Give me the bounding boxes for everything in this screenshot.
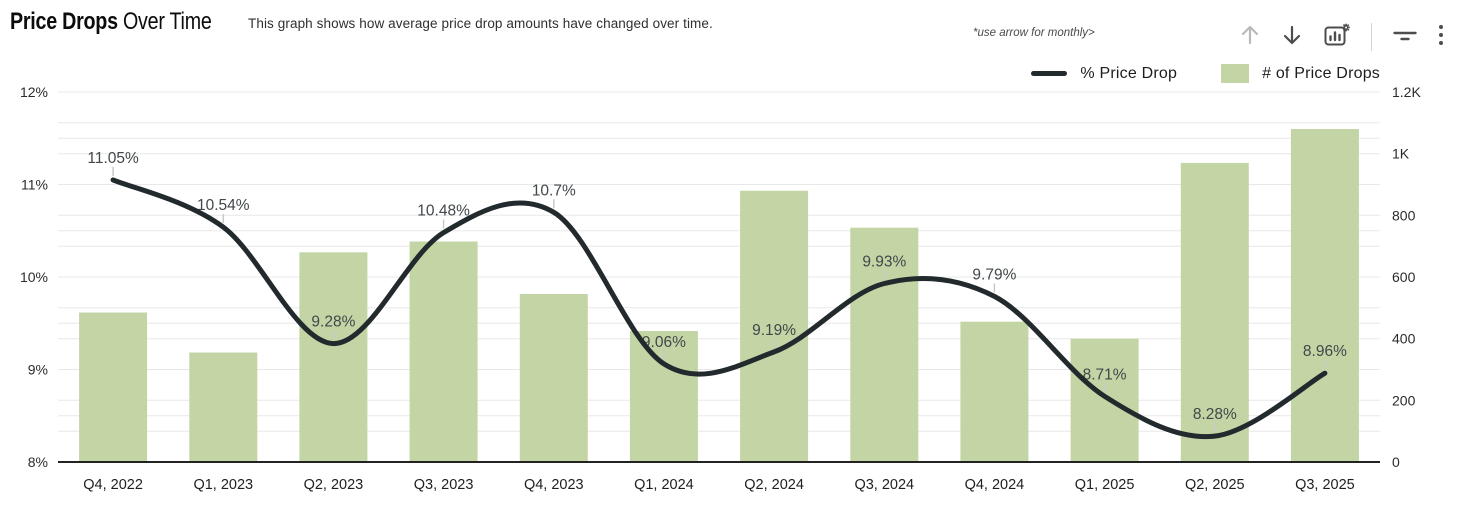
page-title-light: Over Time [117,8,212,35]
left-axis-tick-label: 9% [28,362,48,378]
x-axis-tick-label: Q2, 2023 [304,477,364,493]
bar[interactable] [1180,162,1249,462]
left-axis-tick-label: 10% [20,269,48,285]
point-label: 9.28% [311,314,355,331]
chart-settings-button[interactable] [1321,20,1353,53]
right-axis-tick-label: 0 [1392,454,1400,470]
bar[interactable] [960,321,1029,462]
x-axis-tick-label: Q1, 2025 [1075,477,1135,493]
bar[interactable] [189,352,258,463]
page-title-bold: Price Drops [10,8,118,35]
right-axis-tick-label: 1K [1392,146,1410,162]
x-axis-tick-label: Q2, 2025 [1185,477,1245,493]
bar[interactable] [409,241,478,463]
x-axis-tick-label: Q3, 2025 [1295,477,1355,493]
toolbar-divider [1371,22,1372,51]
point-label: 10.48% [417,203,470,220]
point-label: 9.93% [862,254,906,271]
point-label: 8.96% [1303,343,1347,360]
bar[interactable] [79,312,148,463]
x-axis-tick-label: Q4, 2024 [965,477,1025,493]
left-axis-tick-label: 11% [21,177,48,193]
point-label: 9.19% [752,322,796,339]
line-series-swatch [1031,71,1068,76]
monthly-hint-note: *use arrow for monthly> [973,27,1095,39]
x-axis-tick-label: Q1, 2023 [193,477,253,493]
point-label: 10.54% [197,197,250,214]
percent-price-drop-line[interactable] [110,177,1328,440]
point-label: 8.28% [1193,406,1237,423]
page-title: Price Drops Over Time [10,8,212,36]
x-axis-tick-label: Q2, 2024 [744,477,804,493]
left-axis-tick-label: 12% [20,84,48,100]
bar-series-swatch [1221,64,1250,83]
x-axis-tick-label: Q3, 2024 [854,477,914,493]
scroll-up-button[interactable] [1237,21,1263,52]
x-axis-tick-label: Q4, 2022 [83,477,143,493]
bar[interactable] [1290,129,1359,462]
bar[interactable] [850,227,919,462]
right-axis-tick-label: 400 [1392,331,1416,347]
bar[interactable] [1070,338,1139,462]
legend-item-percent-price-drop[interactable]: % Price Drop [1031,65,1177,83]
legend-label: % Price Drop [1080,64,1178,82]
filter-icon [1392,23,1418,50]
more-options-button[interactable] [1436,21,1446,52]
legend-label: # of Price Drops [1262,64,1380,82]
chart-toolbar [1237,20,1446,53]
x-axis-tick-label: Q4, 2023 [524,477,584,493]
chart-settings-icon [1323,22,1351,51]
point-label: 10.7% [532,182,576,199]
down-arrow-icon [1281,23,1303,50]
up-arrow-icon [1239,23,1261,50]
legend: % Price Drop # of Price Drops [1031,64,1380,83]
point-label: 9.06% [642,334,686,351]
point-label: 11.05% [87,150,139,167]
point-label: 9.79% [972,266,1016,283]
point-label: 8.71% [1083,366,1127,383]
x-axis-tick-label: Q3, 2023 [414,477,474,493]
left-axis-tick-label: 8% [28,454,48,470]
legend-item-num-price-drops[interactable]: # of Price Drops [1221,64,1380,83]
bar[interactable] [519,294,588,462]
right-axis-tick-label: 1.2K [1392,84,1421,100]
bar[interactable] [299,252,368,462]
kebab-menu-icon [1438,23,1444,50]
x-axis-tick-label: Q1, 2024 [634,477,694,493]
chart-description: This graph shows how average price drop … [248,16,713,31]
right-axis-tick-label: 600 [1392,269,1416,285]
right-axis-tick-label: 200 [1392,392,1416,408]
filter-button[interactable] [1390,21,1420,52]
scroll-down-button[interactable] [1279,21,1305,52]
right-axis-tick-label: 800 [1392,207,1416,223]
bar[interactable] [740,190,809,462]
